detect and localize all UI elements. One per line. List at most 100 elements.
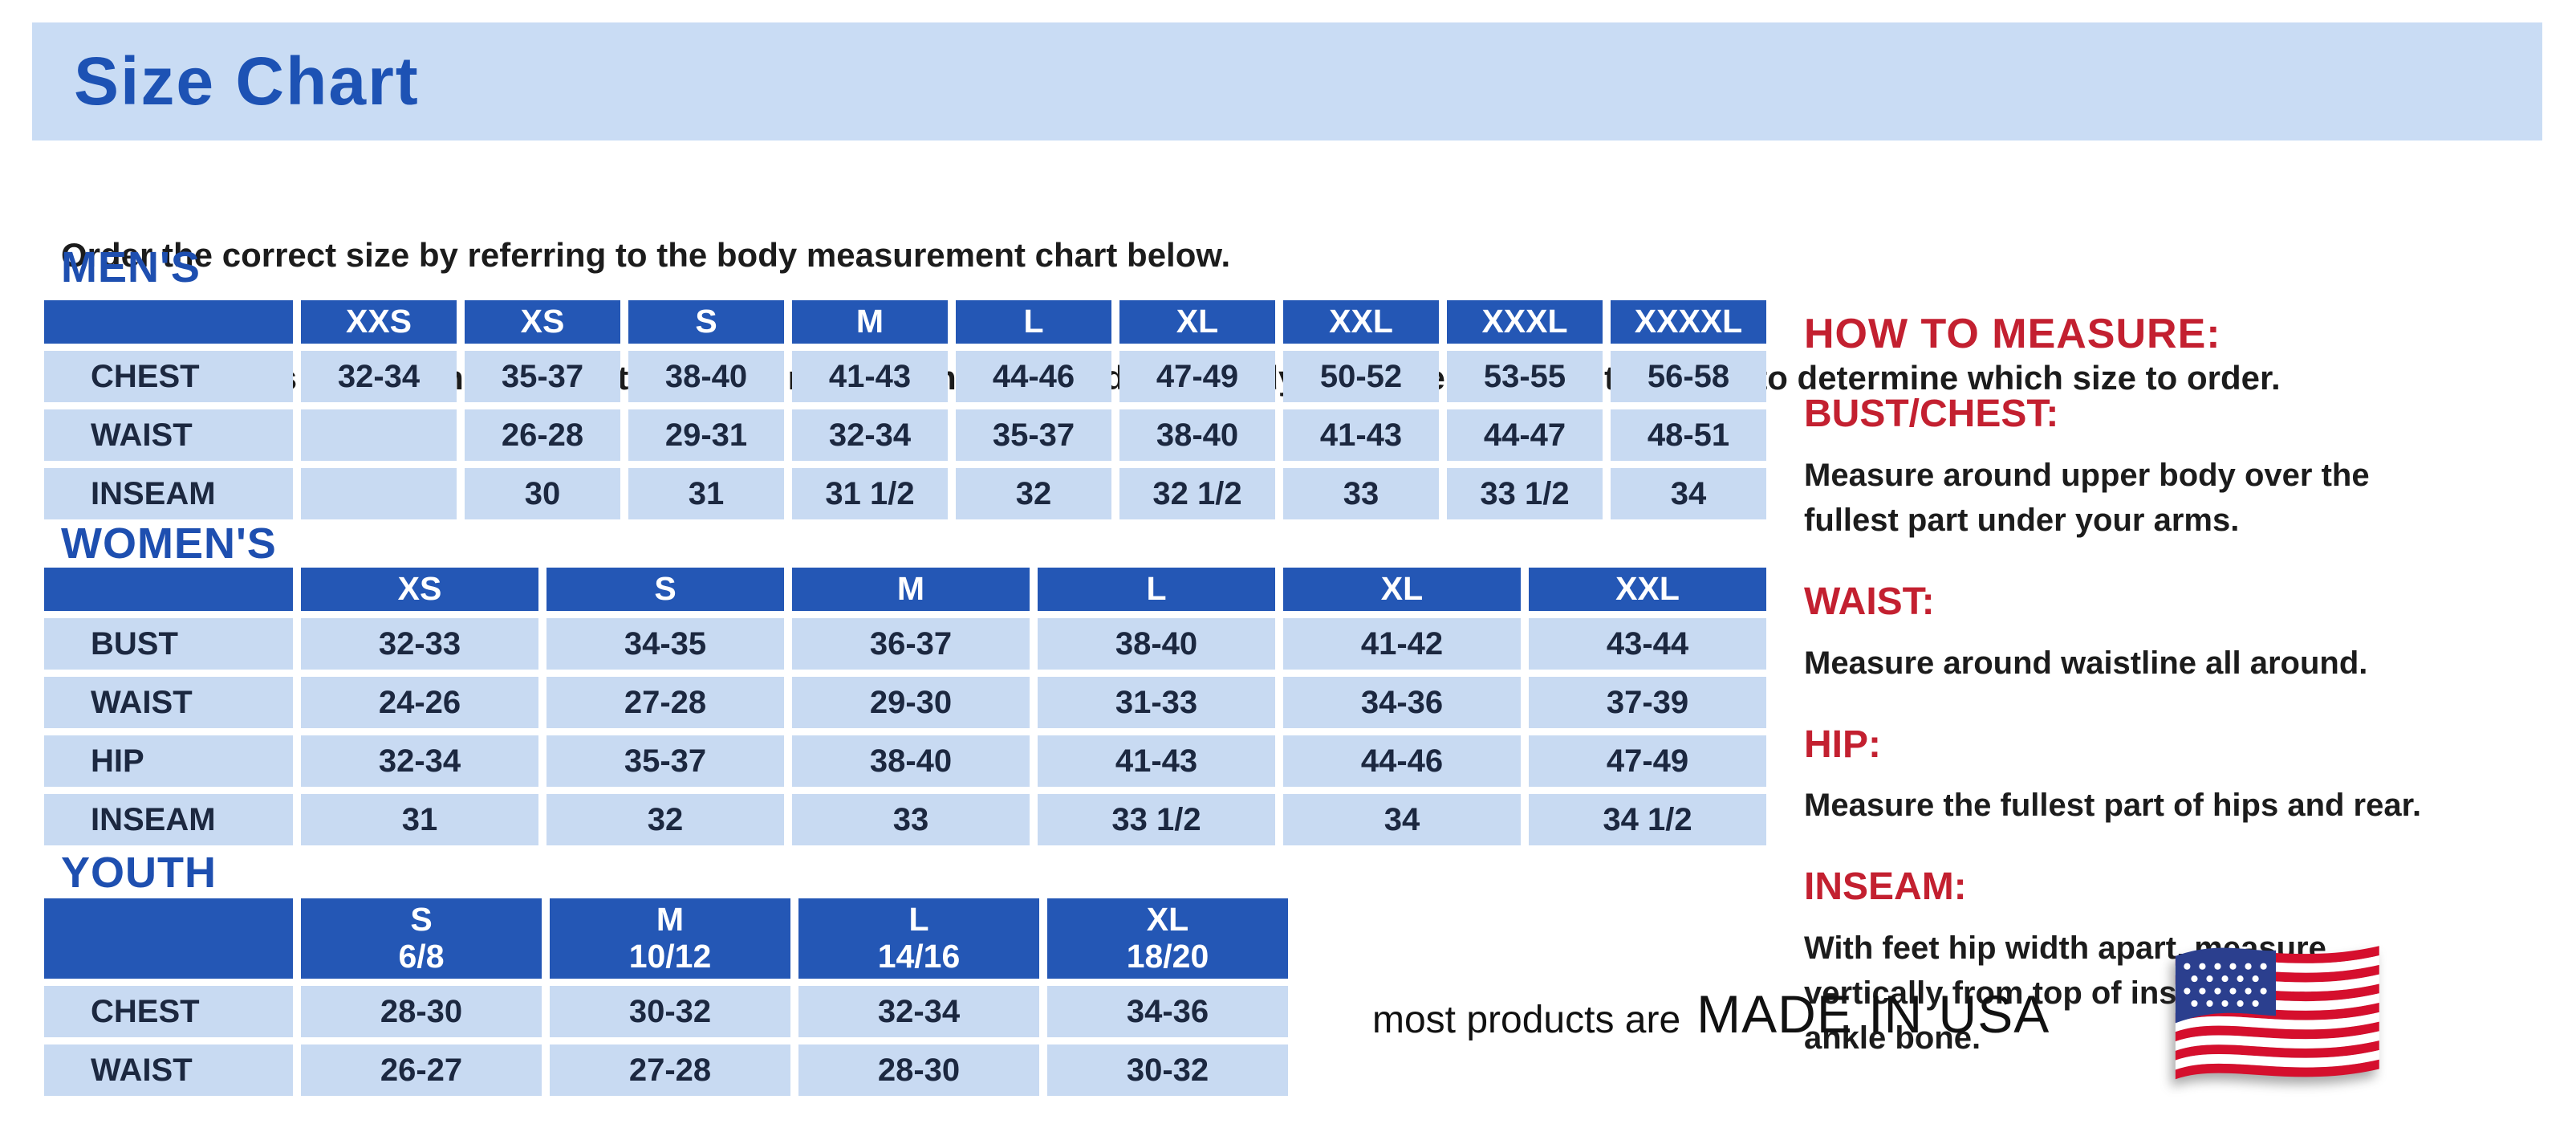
- size-value-cell: 31 1/2: [792, 468, 948, 519]
- measurement-row-label: CHEST: [44, 986, 293, 1037]
- size-value-cell: 44-47: [1447, 409, 1603, 461]
- made-in-usa-note: most products are MADE IN USA: [1372, 983, 2050, 1044]
- size-value-cell: 26-27: [301, 1044, 542, 1096]
- size-value-cell: 37-39: [1529, 677, 1766, 728]
- size-value-cell: 32-34: [798, 986, 1039, 1037]
- measure-item: HIP: Measure the fullest part of hips and…: [1804, 723, 2574, 829]
- womens-size-table: XS S M L XL XXL BUST 32-33 34-35 36-37 38-40 41-42 4…: [36, 560, 1774, 853]
- mens-size-table: XXS XS S M L XL XXL XXXL XXXXL CHEST 32-34 35-37 38-…: [36, 293, 1774, 527]
- size-column-header: S 6/8: [301, 898, 542, 979]
- size-column-header: S: [546, 568, 784, 611]
- size-value-cell: 27-28: [546, 677, 784, 728]
- size-value-cell: 47-49: [1119, 351, 1275, 402]
- size-value-cell: 32: [956, 468, 1111, 519]
- size-value-cell: [301, 468, 457, 519]
- size-value-cell: 38-40: [1119, 409, 1275, 461]
- womens-section-heading: WOMEN'S: [61, 519, 277, 568]
- measure-instructions: Measure the fullest part of hips and rea…: [1804, 783, 2574, 828]
- size-value-cell: 41-43: [792, 351, 948, 402]
- size-value-cell: 33: [792, 794, 1030, 845]
- size-column-header: XL 18/20: [1047, 898, 1288, 979]
- size-column-header: M 10/12: [550, 898, 790, 979]
- size-value-cell: 32-34: [792, 409, 948, 461]
- size-value-cell: 35-37: [546, 735, 784, 787]
- size-value-cell: 33 1/2: [1038, 794, 1275, 845]
- size-value-cell: 31: [628, 468, 784, 519]
- size-value-cell: 26-28: [465, 409, 620, 461]
- measure-instruction-line: ankle bone.: [1804, 1020, 1981, 1057]
- size-value-cell: 44-46: [956, 351, 1111, 402]
- measure-instructions: Measure around waistline all around.: [1804, 641, 2574, 686]
- size-value-cell: 32-33: [301, 618, 538, 670]
- size-column-header: L: [1038, 568, 1275, 611]
- size-value-cell: 47-49: [1529, 735, 1766, 787]
- youth-size-table: S 6/8 M 10/12 L 14/16 XL 18/20 CHEST 28-30 30-32 32…: [36, 891, 1296, 1103]
- measure-item: BUST/CHEST: Measure around upper body ove…: [1804, 393, 2574, 543]
- size-value-cell: 35-37: [956, 409, 1111, 461]
- table-corner-cell: [44, 568, 293, 611]
- measurement-row-label: INSEAM: [44, 794, 293, 845]
- size-value-cell: 53-55: [1447, 351, 1603, 402]
- size-value-cell: 34: [1283, 794, 1521, 845]
- table-row: INSEAM 31 32 33 33 1/2 34 34 1/2: [44, 794, 1766, 845]
- size-column-header: XS: [465, 300, 620, 344]
- table-row: WAIST 24-26 27-28 29-30 31-33 34-36 37-39: [44, 677, 1766, 728]
- size-column-header: XS: [301, 568, 538, 611]
- size-value-cell: 33 1/2: [1447, 468, 1603, 519]
- us-flag-icon: [2175, 946, 2379, 1080]
- size-value-cell: 30-32: [550, 986, 790, 1037]
- size-column-header: XXXXL: [1611, 300, 1766, 344]
- size-value-cell: 33: [1283, 468, 1439, 519]
- size-value-cell: 48-51: [1611, 409, 1766, 461]
- size-column-header: XXL: [1283, 300, 1439, 344]
- table-row: INSEAM 30 31 31 1/2 32 32 1/2 33 33 1/2 34: [44, 468, 1766, 519]
- size-column-header: M: [792, 568, 1030, 611]
- size-value-cell: 34-35: [546, 618, 784, 670]
- table-row: CHEST 28-30 30-32 32-34 34-36: [44, 986, 1288, 1037]
- size-column-header: L: [956, 300, 1111, 344]
- size-column-header: XXXL: [1447, 300, 1603, 344]
- measure-instruction-line: fullest part under your arms.: [1804, 502, 2240, 538]
- size-value-cell: 50-52: [1283, 351, 1439, 402]
- size-value-cell: 28-30: [798, 1044, 1039, 1096]
- measure-label: INSEAM:: [1804, 865, 1967, 909]
- measurement-row-label: CHEST: [44, 351, 293, 402]
- size-value-cell: 38-40: [792, 735, 1030, 787]
- size-value-cell: 32-34: [301, 351, 457, 402]
- measurement-row-label: WAIST: [44, 1044, 293, 1096]
- size-value-cell: 34 1/2: [1529, 794, 1766, 845]
- size-value-cell: 28-30: [301, 986, 542, 1037]
- size-value-cell: 36-37: [792, 618, 1030, 670]
- measure-instructions: Measure around upper body over the fulles…: [1804, 453, 2574, 543]
- measurement-row-label: INSEAM: [44, 468, 293, 519]
- size-value-cell: 35-37: [465, 351, 620, 402]
- table-row: CHEST 32-34 35-37 38-40 41-43 44-46 47-49 50-52…: [44, 351, 1766, 402]
- measure-item: WAIST: Measure around waistline all aroun…: [1804, 580, 2574, 686]
- size-value-cell: 32: [546, 794, 784, 845]
- table-row: BUST 32-33 34-35 36-37 38-40 41-42 43-44: [44, 618, 1766, 670]
- size-value-cell: 56-58: [1611, 351, 1766, 402]
- table-corner-cell: [44, 898, 293, 979]
- intro-line: Order the correct size by referring to t…: [61, 236, 1231, 274]
- size-value-cell: 27-28: [550, 1044, 790, 1096]
- size-column-header: L 14/16: [798, 898, 1039, 979]
- measure-label: BUST/CHEST:: [1804, 393, 2059, 435]
- size-value-cell: 44-46: [1283, 735, 1521, 787]
- header-band: Size Chart: [32, 22, 2542, 140]
- youth-section-heading: YOUTH: [61, 849, 217, 897]
- size-value-cell: 32 1/2: [1119, 468, 1275, 519]
- footer-prefix-text: most products are: [1372, 999, 1681, 1041]
- page-title: Size Chart: [74, 43, 420, 119]
- size-column-header: XXL: [1529, 568, 1766, 611]
- measurement-row-label: BUST: [44, 618, 293, 670]
- size-column-header: XL: [1283, 568, 1521, 611]
- size-value-cell: 29-31: [628, 409, 784, 461]
- table-row: WAIST 26-27 27-28 28-30 30-32: [44, 1044, 1288, 1096]
- size-value-cell: 41-43: [1283, 409, 1439, 461]
- size-column-header: XL: [1119, 300, 1275, 344]
- size-value-cell: 32-34: [301, 735, 538, 787]
- measure-label: HIP:: [1804, 723, 1881, 766]
- size-value-cell: 41-43: [1038, 735, 1275, 787]
- size-value-cell: 41-42: [1283, 618, 1521, 670]
- measure-instruction-line: Measure the fullest part of hips and rea…: [1804, 788, 2422, 824]
